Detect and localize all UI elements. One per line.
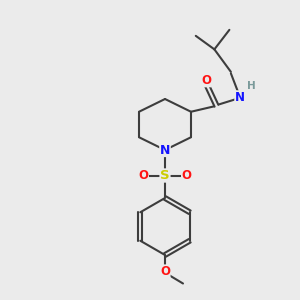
Text: O: O	[182, 169, 192, 182]
Text: O: O	[201, 74, 211, 87]
Text: H: H	[247, 81, 256, 91]
Text: S: S	[160, 169, 170, 182]
Text: O: O	[138, 169, 148, 182]
Text: O: O	[160, 265, 170, 278]
Text: N: N	[160, 143, 170, 157]
Text: N: N	[235, 91, 245, 104]
